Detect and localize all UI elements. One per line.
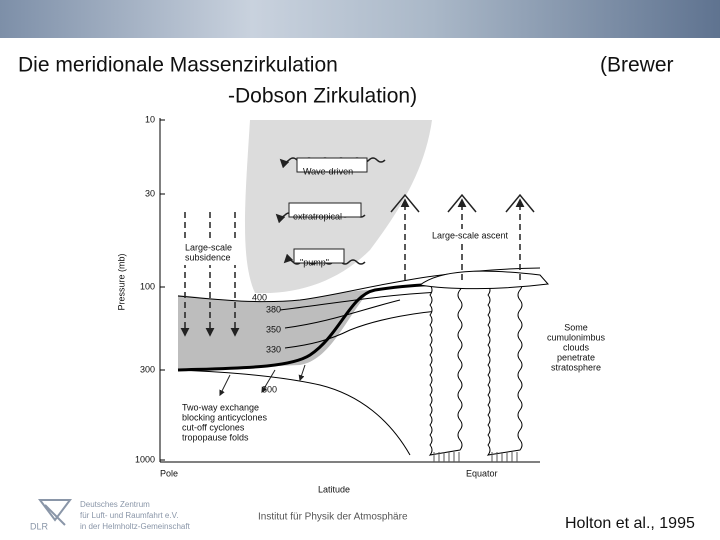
path: [177, 369, 411, 456]
logo-mark: [38, 499, 72, 526]
label: Large-scale ascent: [432, 230, 509, 240]
label-box: [288, 202, 362, 218]
label: Large-scale: [185, 242, 232, 252]
y-tick-label: 300: [140, 364, 155, 374]
label: clouds: [563, 342, 590, 352]
x-label: Pole: [160, 468, 178, 478]
citation: Holton et al., 1995: [565, 515, 695, 532]
label: blocking anticyclones: [182, 412, 268, 422]
label: cut-off cyclones: [182, 422, 245, 432]
x-label: Equator: [466, 468, 498, 478]
y-tick-label: 1000: [135, 454, 155, 464]
exchange-arrow: [219, 374, 231, 397]
label: tropopause folds: [182, 432, 249, 442]
label: Some: [564, 322, 588, 332]
label: extratropical: [293, 211, 342, 221]
label: "pump": [300, 257, 329, 267]
isentrope-label: 300: [262, 384, 277, 394]
isentrope-label: 350: [266, 324, 281, 334]
y-tick-label: 100: [140, 281, 155, 291]
institute: Institut für Physik der Atmosphäre: [258, 512, 408, 523]
label: subsidence: [185, 252, 231, 262]
logo: DLR: [30, 521, 49, 531]
label: Wave-driven: [303, 166, 353, 176]
isentrope-label: 330: [266, 344, 281, 354]
org: in der Helmholtz-Gemeinschaft: [80, 522, 191, 531]
exchange-arrow: [298, 364, 306, 382]
title: (Brewer: [600, 54, 674, 77]
texts: Die meridionale Massenzirkulation (Brewer…: [18, 54, 695, 533]
path: [284, 309, 451, 349]
circulation-arrows: [180, 157, 535, 397]
label-box: [293, 248, 345, 264]
label: Two-way exchange: [182, 402, 259, 412]
cloud-tower: [486, 279, 523, 456]
label: cumulonimbus: [547, 332, 606, 342]
arrow-head: [447, 193, 477, 213]
label-box: [181, 241, 239, 265]
y-tick-label: 30: [145, 188, 155, 198]
org: für Luft- und Raumfahrt e.V.: [80, 511, 178, 520]
header-band: [0, 0, 720, 38]
cumulonimbus-towers: [418, 270, 550, 462]
isentrope-label: 400: [252, 292, 267, 302]
arrow-head: [390, 193, 420, 213]
y-tick-label: 10: [145, 114, 155, 124]
label-box: [428, 229, 516, 243]
path: [284, 299, 401, 329]
anvil: [418, 270, 550, 290]
axes: [159, 118, 540, 463]
cloud-tower: [428, 279, 463, 456]
label-box: [296, 157, 368, 173]
label: penetrate: [557, 352, 595, 362]
title: Die meridionale Massenzirkulation: [18, 54, 338, 77]
lowermost-stratosphere: [178, 290, 370, 370]
path: [279, 291, 441, 311]
arrow-head: [505, 193, 535, 213]
label: stratosphere: [551, 362, 601, 372]
org: Deutsches Zentrum: [80, 500, 150, 509]
title: -Dobson Zirkulation): [228, 85, 417, 108]
isentrope-label: 380: [266, 304, 281, 314]
exchange-arrow: [261, 369, 276, 394]
x-axis-label: Latitude: [318, 484, 350, 494]
y-axis-label: Pressure (mb): [116, 253, 126, 310]
